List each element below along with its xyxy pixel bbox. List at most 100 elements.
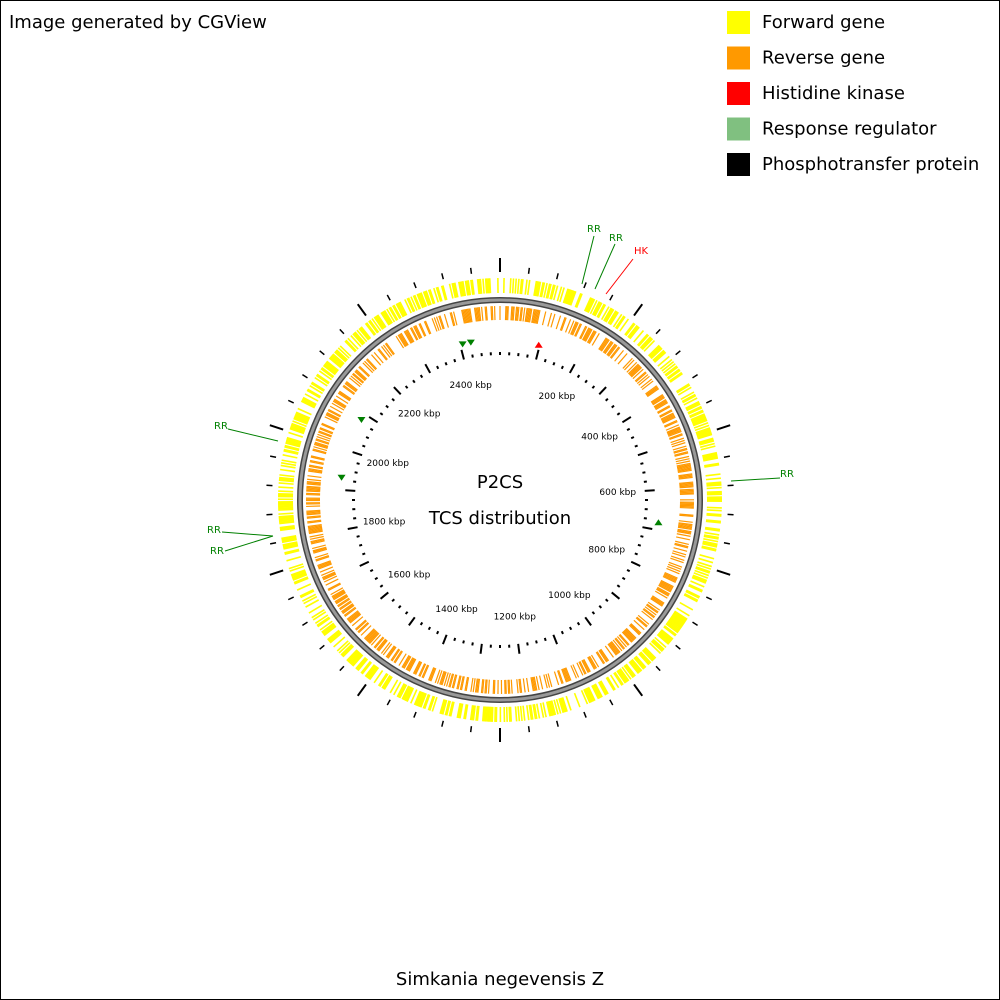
- forward-gene: [339, 345, 352, 357]
- ruler-tick: [427, 626, 432, 631]
- reverse-gene: [532, 676, 537, 691]
- reverse-gene: [679, 483, 694, 487]
- reverse-gene: [355, 370, 367, 381]
- forward-gene: [415, 691, 423, 706]
- ruler-tick: [552, 362, 556, 366]
- outer-tick: [319, 644, 325, 650]
- forward-gene: [278, 514, 294, 518]
- forward-gene: [486, 706, 489, 722]
- forward-gene: [667, 369, 681, 380]
- forward-gene: [698, 437, 714, 444]
- reverse-gene: [315, 439, 330, 445]
- forward-gene: [686, 403, 701, 412]
- forward-gene: [689, 409, 704, 418]
- forward-gene: [605, 308, 615, 323]
- reverse-gene: [670, 437, 685, 444]
- forward-gene: [335, 349, 349, 361]
- reverse-gene: [309, 459, 324, 464]
- forward-gene: [535, 281, 540, 297]
- reverse-gene: [360, 625, 372, 636]
- forward-gene: [334, 351, 347, 363]
- reverse-gene: [476, 678, 479, 693]
- forward-gene: [392, 305, 401, 320]
- reverse-gene: [525, 307, 529, 323]
- forward-gene: [422, 693, 430, 709]
- forward-gene: [283, 448, 299, 454]
- reverse-gene: [306, 490, 321, 493]
- legend-swatch: [727, 46, 750, 70]
- reverse-gene: [332, 591, 346, 600]
- reverse-gene: [644, 606, 657, 616]
- forward-gene: [382, 310, 392, 325]
- reverse-gene: [332, 400, 346, 409]
- forward-gene: [704, 463, 720, 468]
- forward-gene: [491, 706, 494, 722]
- reverse-gene: [366, 358, 378, 370]
- forward-gene: [666, 368, 680, 379]
- forward-gene: [593, 301, 602, 316]
- feature-label: RR: [210, 546, 224, 557]
- reverse-gene: [476, 307, 480, 322]
- forward-gene: [631, 658, 643, 672]
- reverse-gene: [629, 623, 641, 635]
- reverse-gene: [424, 320, 432, 335]
- forward-gene: [284, 446, 300, 452]
- reverse-gene: [412, 660, 421, 674]
- reverse-gene: [651, 394, 664, 404]
- legend-swatch: [727, 153, 750, 176]
- forward-gene: [292, 420, 307, 428]
- forward-gene: [550, 284, 556, 300]
- forward-gene: [410, 689, 418, 704]
- reverse-gene: [636, 616, 648, 627]
- ruler-tick: [379, 591, 389, 600]
- ruler-label: 1000 kbp: [548, 591, 591, 601]
- reverse-gene: [651, 395, 665, 405]
- outer-tick: [555, 273, 559, 280]
- forward-gene: [377, 672, 388, 687]
- ruler-tick: [616, 412, 621, 416]
- reverse-gene: [589, 655, 598, 669]
- forward-gene: [697, 432, 712, 439]
- outer-tick: [655, 328, 661, 335]
- reverse-gene: [309, 533, 324, 538]
- legend-swatch: [727, 82, 750, 105]
- forward-gene: [406, 687, 415, 702]
- forward-gene: [321, 366, 335, 378]
- forward-gene: [413, 294, 422, 310]
- feature-callout: [605, 258, 634, 295]
- forward-gene: [539, 702, 545, 718]
- forward-gene: [369, 319, 380, 333]
- reverse-gene: [533, 309, 538, 324]
- reverse-gene: [582, 659, 590, 673]
- reverse-gene: [507, 306, 509, 321]
- reverse-gene: [608, 643, 618, 655]
- forward-gene: [617, 669, 628, 683]
- reverse-gene: [673, 547, 688, 552]
- reverse-gene: [666, 427, 681, 434]
- reverse-gene: [505, 306, 508, 321]
- reverse-gene: [530, 677, 534, 692]
- map-subtitle: TCS distribution: [428, 508, 571, 529]
- reverse-gene: [308, 527, 323, 531]
- forward-gene: [289, 427, 305, 435]
- forward-gene: [621, 666, 632, 680]
- forward-gene: [706, 484, 722, 487]
- forward-gene: [606, 676, 616, 691]
- reverse-gene: [628, 364, 640, 376]
- outer-tick: [527, 267, 531, 274]
- reverse-gene: [516, 306, 520, 321]
- forward-gene: [667, 619, 681, 631]
- reverse-gene: [491, 306, 494, 321]
- ruler-tick: [591, 611, 596, 615]
- forward-gene: [689, 410, 704, 419]
- ruler-tick: [526, 642, 529, 646]
- forward-gene: [429, 289, 436, 304]
- forward-gene: [431, 696, 438, 712]
- reverse-gene: [678, 476, 693, 480]
- forward-gene: [593, 683, 602, 699]
- reverse-gene: [308, 465, 323, 470]
- forward-gene: [586, 298, 595, 313]
- forward-gene: [514, 706, 518, 722]
- forward-gene: [637, 334, 650, 347]
- forward-gene: [293, 416, 309, 424]
